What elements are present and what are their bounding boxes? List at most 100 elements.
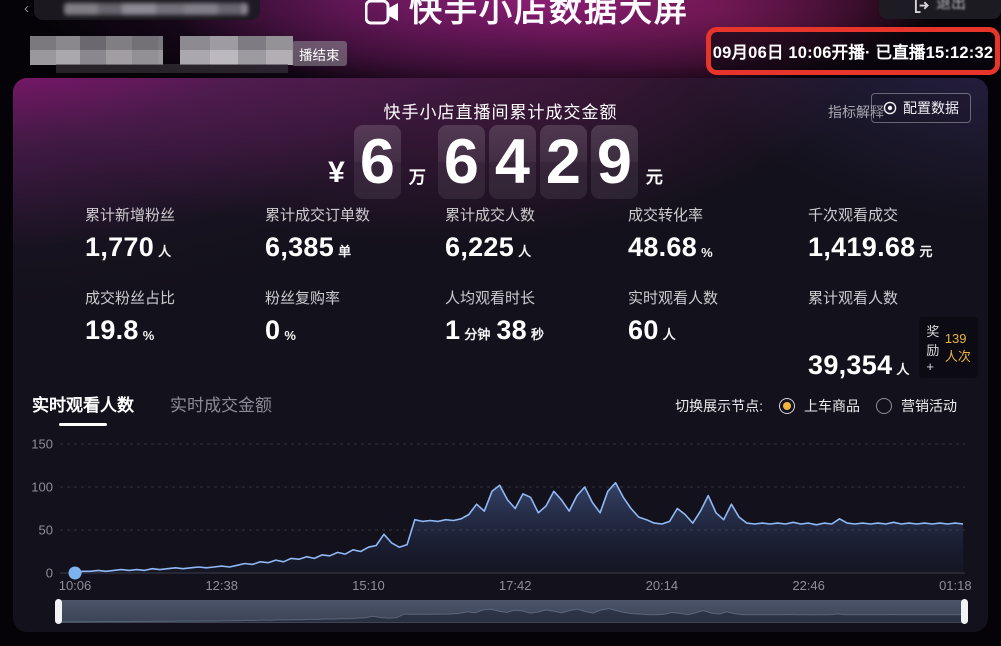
chart-tabs: 实时观看人数 实时成交金额 [32,391,272,426]
metric-card-8: 实时观看人数 60 人 [628,287,808,379]
metric-value: 38 [496,315,527,345]
metric-card-3: 成交转化率 48.68% [628,204,808,261]
svg-text:100: 100 [31,480,53,495]
datazoom-preview [58,608,965,623]
gmv-wan-unit: 万 [408,168,426,187]
svg-text:0: 0 [46,566,53,581]
svg-text:50: 50 [39,523,53,538]
censored-breadcrumb-text [64,3,248,15]
metric-label: 累计成交人数 [445,207,536,224]
exit-button[interactable]: 退出 [879,0,1001,19]
metric-value-row: 6,225 人 [445,234,628,261]
datazoom-handle-left[interactable] [55,599,62,624]
metric-unit: 人 [158,244,172,259]
censored-subline [56,64,288,73]
metric-label: 累计新增粉丝 [85,207,176,224]
reward-badge-highlight: 139人次 [944,330,971,364]
gmv-title: 快手小店直播间累计成交金额 [383,103,618,122]
tab-active-underline [59,423,107,426]
node-toggle: 切换展示节点: 上车商品 营销活动 [675,396,957,416]
metric-value-row: 1,419.68 元 [808,234,978,261]
metric-unit: 单 [338,244,352,259]
metric-unit: 人 [896,362,910,377]
tab-label: 实时成交金额 [170,396,272,415]
metric-value: 6,385 [265,232,335,262]
metric-value: 1,419.68 [808,232,916,262]
metric-label: 人均观看时长 [445,290,536,307]
svg-text:10:06: 10:06 [59,578,92,593]
gmv-yuan-unit: 元 [645,168,663,187]
metric-label: 累计观看人数 [808,290,899,307]
metric-unit: 分钟 [464,327,491,342]
gmv-digit-tile: 6 [437,125,485,199]
metric-unit: % [701,245,713,260]
stream-ended-badge: 播结束 [292,41,347,66]
radio-option-1[interactable]: 营销活动 [876,396,957,416]
viewers-chart: 0 50 100 150 10:06 12:38 15:10 17:42 20:14 22:46 0… [13,430,988,600]
gmv-digit-tile: 2 [539,125,587,199]
radio-dot [783,402,791,410]
metric-unit: 人 [518,244,532,259]
series-start-dot [68,566,82,580]
gmv-wan-digits: 6 [352,125,403,199]
svg-text:15:10: 15:10 [352,578,385,593]
metric-value-row: 39,354 人 奖励+ 139人次 [808,317,978,379]
viewers-chart-svg: 0 50 100 150 10:06 12:38 15:10 17:42 20:14 22:46 0… [31,437,972,594]
reward-badge: 奖励+ 139人次 [919,317,978,378]
metric-value-row: 19.8% [85,317,265,344]
metric-unit: 元 [919,244,933,259]
datazoom-handle-right[interactable] [961,599,968,624]
metric-card-4: 千次观看成交 1,419.68 元 [808,204,978,261]
censored-name-block [180,36,293,65]
tab-label: 实时观看人数 [32,396,134,415]
metric-unit: 秒 [530,327,544,342]
svg-text:22:46: 22:46 [792,578,825,593]
svg-text:20:14: 20:14 [646,578,679,593]
svg-text:01:18: 01:18 [939,578,972,593]
metric-value-row: 1 分钟 38 秒 [445,317,628,344]
metric-value-row: 0% [265,317,445,344]
metric-label: 成交粉丝占比 [85,290,176,307]
radio-option-0[interactable]: 上车商品 [779,396,860,416]
metric-label: 实时观看人数 [628,290,719,307]
metric-value: 1,770 [85,232,155,262]
configure-data-button[interactable]: 配置数据 [871,93,971,123]
session-info-annotation: 09月06日 10:06开播· 已直播15:12:32 [706,27,1000,75]
metric-label: 千次观看成交 [808,207,899,224]
metric-card-1: 累计成交订单数 6,385 单 [265,204,445,261]
gmv-digit-tile: 6 [353,125,401,199]
reward-badge-prefix: 奖励+ [926,324,940,374]
exit-door-icon [914,0,929,13]
metric-value: 6,225 [445,232,515,262]
svg-text:17:42: 17:42 [499,578,532,593]
video-camera-icon [365,0,398,25]
metric-value-row: 6,385 单 [265,234,445,261]
metric-value: 1 [445,315,461,345]
page-title: 快手小店数据大屏 [365,0,689,31]
breadcrumb-pill[interactable] [34,0,260,20]
metric-value: 39,354 [808,350,893,380]
radio-unselected-icon[interactable] [876,398,892,414]
metric-value: 19.8 [85,315,139,345]
radio-selected-icon[interactable] [779,398,795,414]
metric-unit: 人 [662,327,676,342]
tab-realtime-gmv[interactable]: 实时成交金额 [170,391,272,426]
censored-avatar-block [30,36,163,65]
currency-symbol: ¥ [328,156,345,189]
metric-label: 粉丝复购率 [265,290,341,307]
metric-card-0: 累计新增粉丝 1,770 人 [85,204,265,261]
radio-option-label: 上车商品 [804,398,860,414]
metric-card-6: 粉丝复购率 0% [265,287,445,379]
metric-card-7: 人均观看时长 1 分钟 38 秒 [445,287,628,379]
svg-text:150: 150 [31,437,53,452]
metric-value: 60 [628,315,659,345]
target-circle-icon [883,101,897,115]
metric-unit: % [142,328,155,343]
metric-help-link[interactable]: 指标解释 [828,104,884,120]
back-chevron-icon[interactable]: ‹ [24,0,29,17]
datazoom-slider[interactable] [55,599,968,624]
tab-realtime-viewers[interactable]: 实时观看人数 [32,391,134,426]
